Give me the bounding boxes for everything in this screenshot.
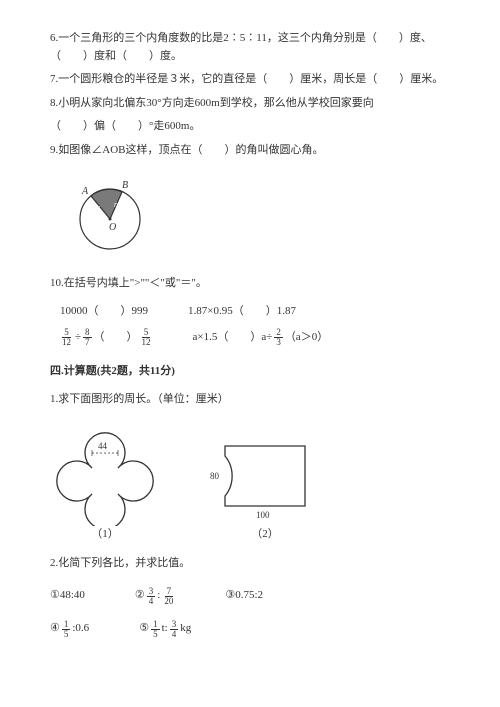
calc-q1: 1.求下面图形的周长。（单位：厘米）	[50, 391, 450, 409]
divide-op: ÷	[75, 329, 81, 347]
simplify-4: ④ 15 :0.6	[50, 620, 89, 639]
question-8-line1: 8.小明从家向北偏东30°方向走600m到学校，那么他从学校回家要向	[50, 95, 450, 113]
question-8-line2: （ ）偏（ ）°走600m。	[50, 118, 450, 136]
simplify-2: ② 34 : 720	[135, 587, 175, 606]
frac-3-4b: 34	[170, 620, 179, 639]
fig1-dim-text: 44	[98, 441, 108, 451]
q10-item-4-left: a×1.5（ ）a÷	[193, 329, 273, 347]
frac-2-3: 23	[274, 328, 283, 347]
fig2-h-text: 80	[210, 471, 220, 481]
figure-1-group: 44 （1）	[50, 421, 160, 544]
clover-svg: 44	[50, 421, 160, 526]
simplify-5: ⑤ 15 t: 34 kg	[139, 620, 191, 639]
q10-item-4-tail: （a＞0）	[285, 329, 328, 347]
frac-5-12a: 512	[60, 328, 73, 347]
q10-row2: 512 ÷ 87 （ ） 512 a×1.5（ ）a÷ 23 （a＞0）	[60, 328, 450, 347]
fig2-label: （2）	[251, 526, 279, 544]
question-9: 9.如图像∠AOB这样，顶点在（ ）的角叫做圆心角。	[50, 142, 450, 160]
frac-8-7: 87	[83, 328, 92, 347]
frac-5-12b: 512	[140, 328, 153, 347]
fig2-w-text: 100	[256, 510, 270, 520]
calc-q2: 2.化简下列各比，并求比值。	[50, 555, 450, 573]
s4-pre: ④	[50, 620, 60, 638]
label-b: B	[122, 180, 128, 191]
center-dot	[109, 217, 112, 220]
figure-2-group: 80 100 （2）	[210, 431, 320, 544]
q10-item-1: 10000（ ）999	[60, 303, 148, 321]
question-6: 6.一个三角形的三个内角度数的比是2∶5∶11，这三个内角分别是（ ）度、（ ）…	[50, 30, 450, 65]
s5-mid: t:	[162, 620, 168, 638]
q10-item-3: 512 ÷ 87 （ ） 512	[60, 328, 153, 347]
frac-1-5b: 15	[151, 620, 160, 639]
s2-mid: :	[157, 587, 160, 605]
frac-1-5a: 15	[62, 620, 71, 639]
circle-svg: A B O r r	[70, 172, 160, 257]
s5-pre: ⑤	[139, 620, 149, 638]
q10-item-4: a×1.5（ ）a÷ 23 （a＞0）	[193, 328, 329, 347]
simplify-row-1: ①48:40 ② 34 : 720 ③0.75:2	[50, 587, 450, 606]
s5-tail: kg	[180, 620, 191, 638]
rect-arc-shape	[225, 446, 305, 506]
rect-arc-svg: 80 100	[210, 431, 320, 526]
s2-pre: ②	[135, 587, 145, 605]
s4-tail: :0.6	[72, 620, 89, 638]
q10-item-2: 1.87×0.95（ ）1.87	[188, 303, 296, 321]
section-4-title: 四.计算题(共2题，共11分)	[50, 363, 450, 381]
simplify-1: ①48:40	[50, 587, 85, 606]
q10-row1: 10000（ ）999 1.87×0.95（ ）1.87	[60, 303, 450, 321]
question-10-title: 10.在括号内填上">""＜"或"＝"。	[50, 275, 450, 293]
frac-3-4: 34	[147, 587, 156, 606]
label-o: O	[109, 222, 116, 233]
label-a: A	[81, 186, 89, 197]
blank-paren: （ ）	[94, 329, 138, 347]
perimeter-figures: 44 （1） 80 100 （2）	[50, 421, 450, 544]
fig1-label: （1）	[91, 526, 119, 544]
question-7: 7.一个圆形粮仓的半径是３米，它的直径是（ ）厘米，周长是（ ）厘米。	[50, 71, 450, 89]
frac-7-20: 720	[162, 587, 175, 606]
circle-angle-figure: A B O r r	[70, 172, 450, 264]
simplify-3: ③0.75:2	[225, 587, 263, 606]
simplify-row-2: ④ 15 :0.6 ⑤ 15 t: 34 kg	[50, 620, 450, 639]
